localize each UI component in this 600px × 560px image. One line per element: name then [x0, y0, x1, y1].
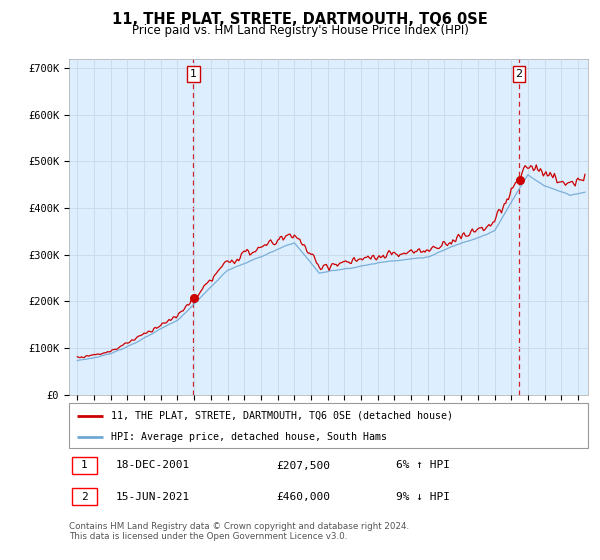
Text: 18-DEC-2001: 18-DEC-2001	[116, 460, 190, 470]
Text: 2: 2	[515, 69, 523, 79]
Text: Contains HM Land Registry data © Crown copyright and database right 2024.
This d: Contains HM Land Registry data © Crown c…	[69, 522, 409, 542]
Text: 15-JUN-2021: 15-JUN-2021	[116, 492, 190, 502]
Text: £460,000: £460,000	[277, 492, 331, 502]
Text: 11, THE PLAT, STRETE, DARTMOUTH, TQ6 0SE: 11, THE PLAT, STRETE, DARTMOUTH, TQ6 0SE	[112, 12, 488, 27]
Text: £207,500: £207,500	[277, 460, 331, 470]
Text: 11, THE PLAT, STRETE, DARTMOUTH, TQ6 0SE (detached house): 11, THE PLAT, STRETE, DARTMOUTH, TQ6 0SE…	[110, 410, 452, 421]
Bar	[71, 488, 97, 505]
Text: HPI: Average price, detached house, South Hams: HPI: Average price, detached house, Sout…	[110, 432, 386, 442]
Text: 6% ↑ HPI: 6% ↑ HPI	[396, 460, 450, 470]
Text: 1: 1	[80, 460, 88, 470]
Bar	[71, 458, 97, 474]
Text: Price paid vs. HM Land Registry's House Price Index (HPI): Price paid vs. HM Land Registry's House …	[131, 24, 469, 36]
Text: 2: 2	[80, 492, 88, 502]
Text: 1: 1	[190, 69, 197, 79]
Text: 9% ↓ HPI: 9% ↓ HPI	[396, 492, 450, 502]
